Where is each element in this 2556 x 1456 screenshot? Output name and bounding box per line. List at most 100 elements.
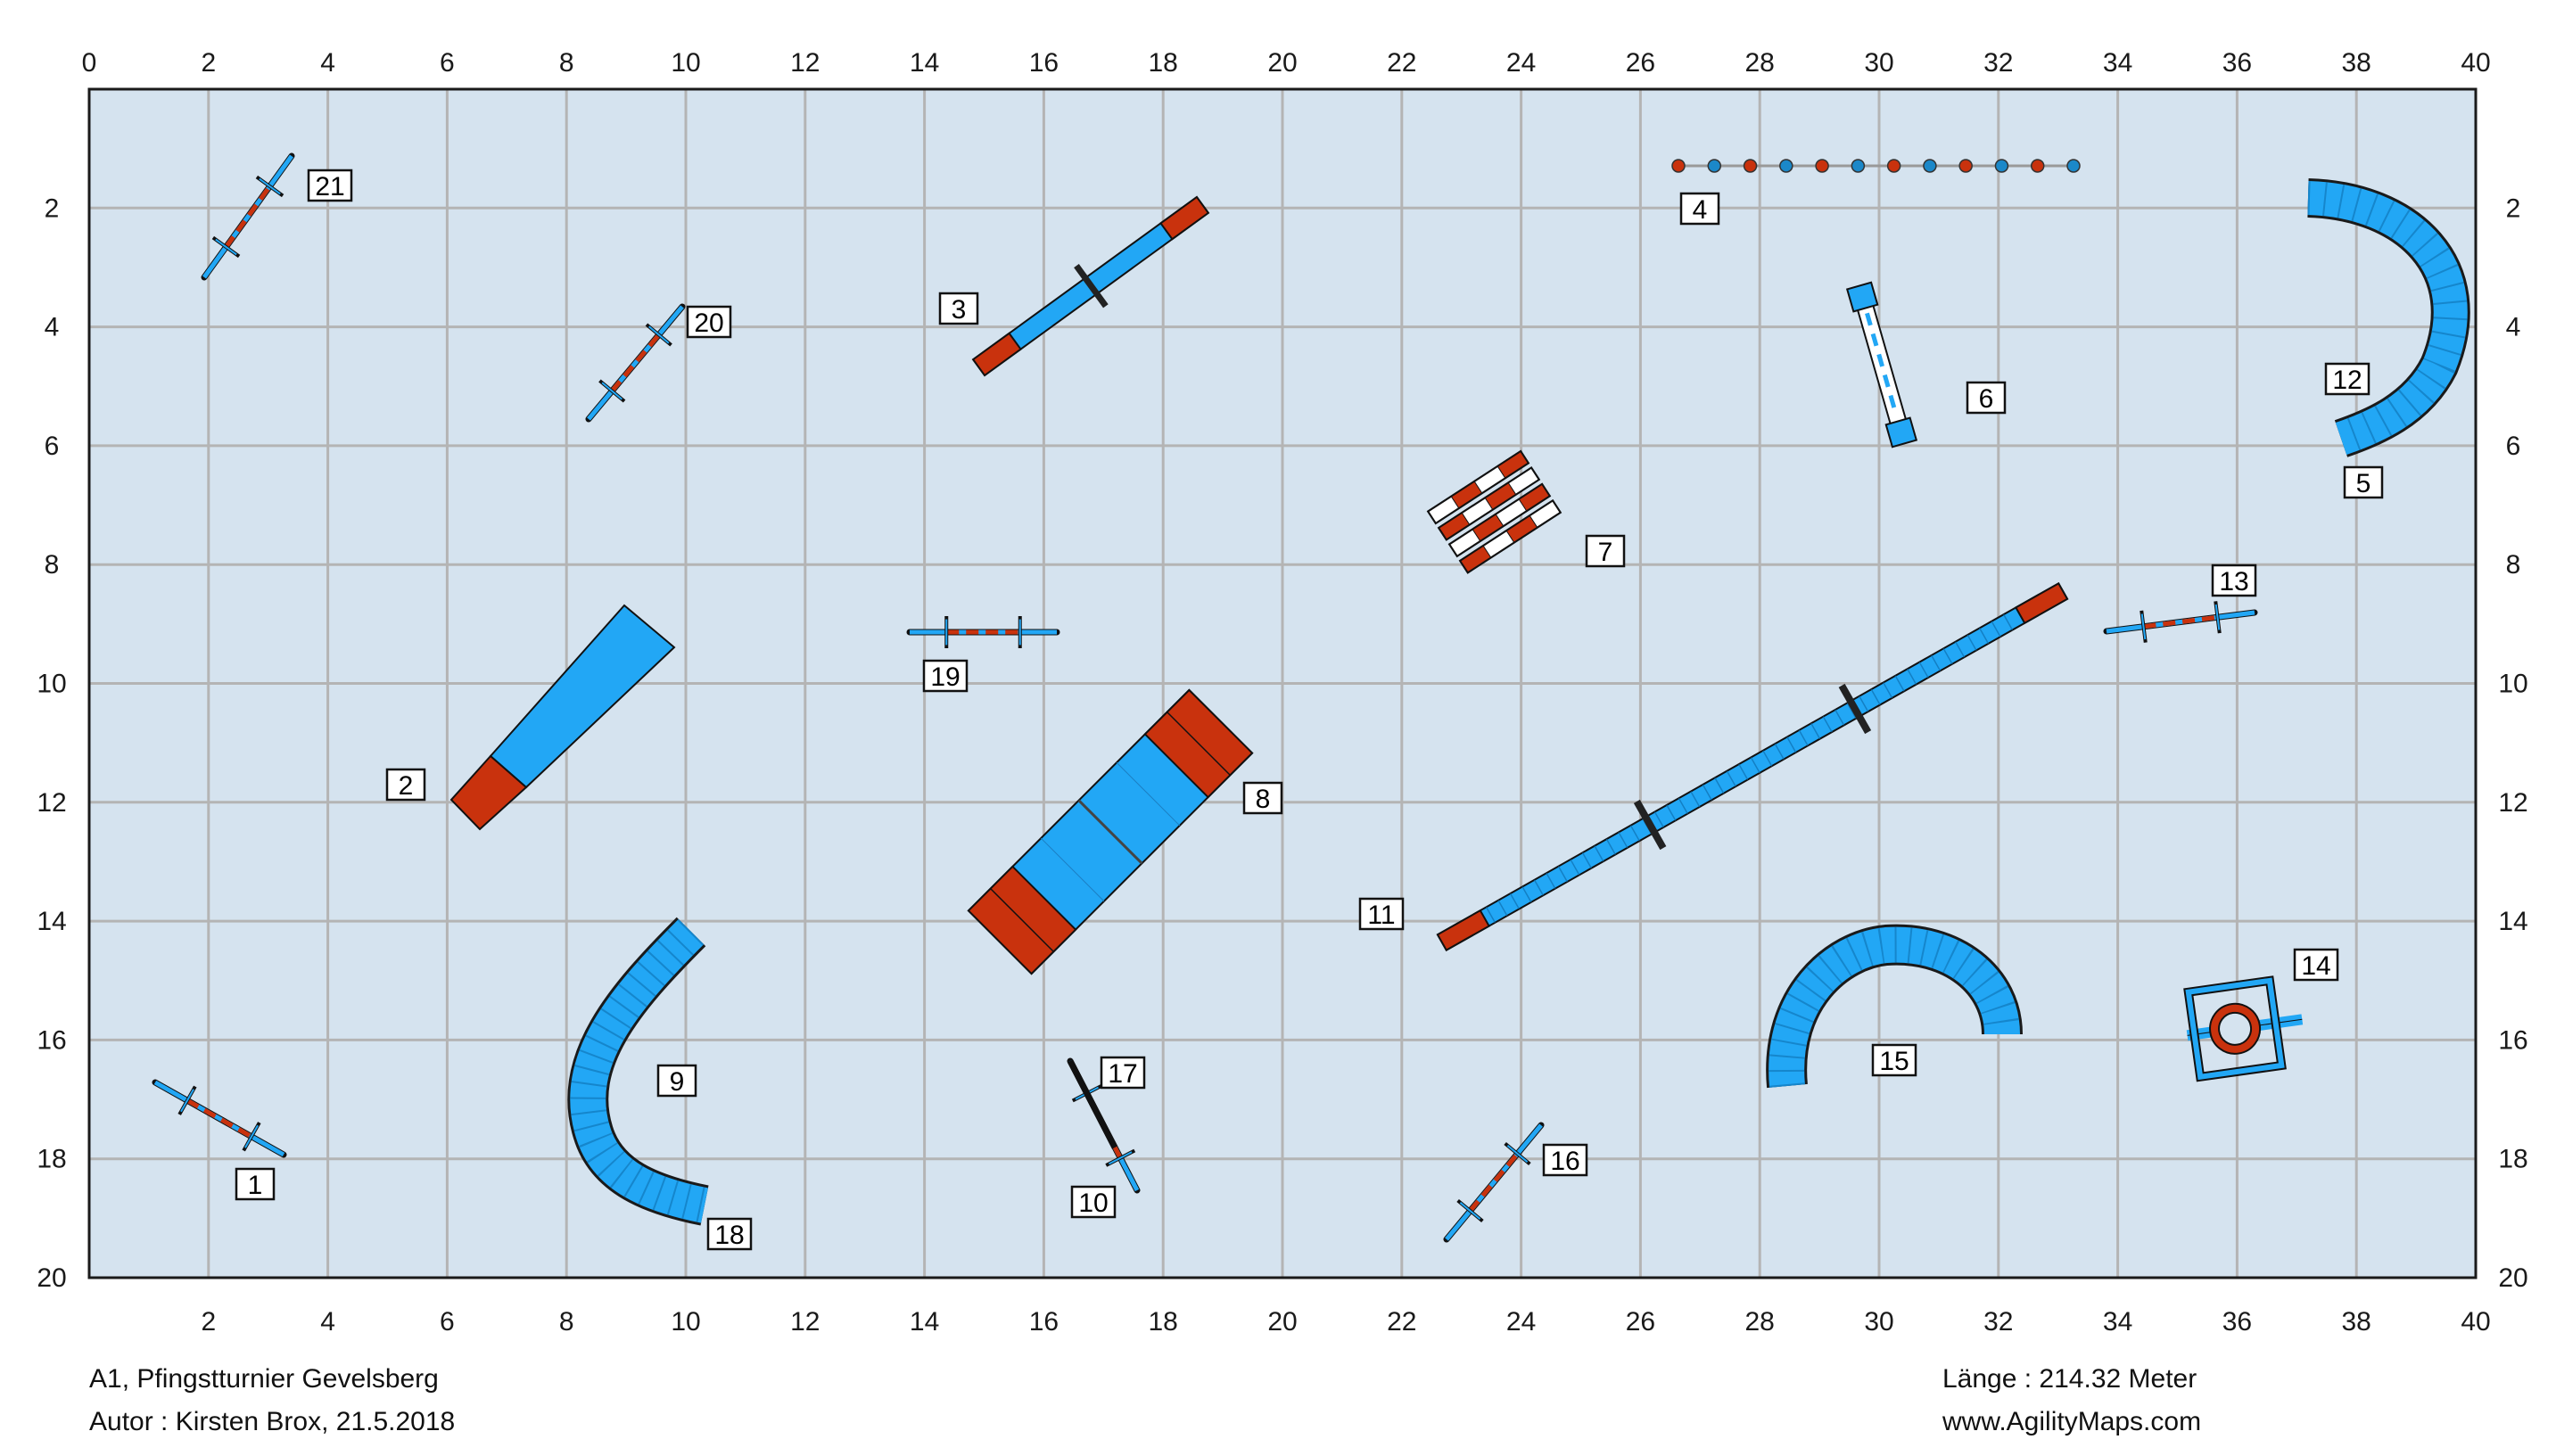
obstacle-number: 20 <box>694 308 723 338</box>
tunnel-obstacle-5-12 <box>2306 178 2470 457</box>
bottom-tick-label: 20 <box>1267 1307 1297 1337</box>
obstacle-number: 9 <box>670 1067 685 1097</box>
weave-pole <box>1886 159 1901 173</box>
obstacle-label-1: 1 <box>235 1167 276 1201</box>
bottom-tick-label: 32 <box>1983 1307 2013 1337</box>
right-tick-label: 4 <box>2506 313 2521 342</box>
weave-pole <box>1994 159 2009 173</box>
grid-lines <box>89 89 2476 1278</box>
hurdle-21 <box>201 152 295 281</box>
bottom-tick-label: 16 <box>1029 1307 1059 1337</box>
right-tick-label: 16 <box>2498 1025 2527 1055</box>
obstacle-label-4: 4 <box>1679 192 1720 226</box>
top-tick-label: 4 <box>320 48 335 78</box>
weave-pole <box>1851 159 1866 173</box>
obstacle-label-15: 15 <box>1871 1043 1917 1077</box>
left-tick-label: 16 <box>37 1025 66 1055</box>
top-axis: 0 2 4 6 8 10 12 14 16 18 20 22 24 26 28 30 32 34 36 38 40 <box>82 48 2491 78</box>
obstacle-number: 17 <box>1108 1059 1137 1089</box>
obstacle-number: 1 <box>248 1171 263 1200</box>
right-tick-label: 10 <box>2498 670 2527 699</box>
bottom-tick-label: 24 <box>1506 1307 1536 1337</box>
obstacle-number: 6 <box>1979 384 1994 414</box>
weave-pole <box>1743 159 1758 173</box>
bottom-tick-label: 36 <box>2222 1307 2252 1337</box>
obstacle-number: 10 <box>1078 1189 1108 1218</box>
bottom-tick-label: 26 <box>1626 1307 1655 1337</box>
course-length: Länge : 214.32 Meter <box>1942 1364 2197 1394</box>
tyre-obstacle <box>2183 975 2304 1082</box>
right-tick-label: 6 <box>2506 432 2521 461</box>
left-tick-label: 4 <box>45 313 60 342</box>
bottom-tick-label: 10 <box>671 1307 700 1337</box>
top-tick-label: 24 <box>1506 48 1536 78</box>
bottom-tick-label: 12 <box>790 1307 820 1337</box>
obstacle-number: 12 <box>2332 366 2362 395</box>
obstacle-label-2: 2 <box>385 768 426 802</box>
top-tick-label: 10 <box>671 48 700 78</box>
top-tick-label: 40 <box>2461 48 2490 78</box>
wall-obstacle <box>1426 449 1562 574</box>
bottom-tick-label: 18 <box>1149 1307 1178 1337</box>
top-tick-label: 34 <box>2103 48 2132 78</box>
course-website: www.AgilityMaps.com <box>1942 1407 2202 1436</box>
bottom-tick-label: 8 <box>559 1307 574 1337</box>
bottom-tick-label: 28 <box>1745 1307 1775 1337</box>
bottom-axis: 2 4 6 8 10 12 14 16 18 20 22 24 26 28 30 32 34 36 38 40 <box>201 1307 2490 1337</box>
course-author: Autor : Kirsten Brox, 21.5.2018 <box>89 1407 456 1436</box>
obstacle-number: 19 <box>930 662 960 692</box>
right-axis: 2 4 6 8 10 12 14 16 18 20 <box>2498 193 2527 1293</box>
right-tick-label: 2 <box>2506 193 2521 223</box>
hurdles <box>152 152 2258 1243</box>
weave-pole <box>1707 159 1722 173</box>
obstacle-number: 14 <box>2301 951 2330 981</box>
bottom-tick-label: 38 <box>2342 1307 2371 1337</box>
obstacle-label-3: 3 <box>938 292 979 325</box>
obstacle-number: 13 <box>2219 567 2248 596</box>
seesaw-obstacle <box>971 195 1210 377</box>
weave-pole <box>1779 159 1793 173</box>
obstacle-label-5: 5 <box>2343 465 2384 499</box>
weave-pole <box>2066 159 2081 173</box>
obstacle-label-9: 9 <box>656 1064 697 1098</box>
top-tick-label: 18 <box>1149 48 1178 78</box>
top-tick-label: 0 <box>82 48 97 78</box>
left-axis: 2 4 6 8 10 12 14 16 18 20 <box>37 193 66 1293</box>
left-tick-label: 18 <box>37 1145 66 1174</box>
bottom-tick-label: 34 <box>2103 1307 2132 1337</box>
course-title: A1, Pfingstturnier Gevelsberg <box>89 1364 439 1394</box>
obstacle-label-17: 17 <box>1100 1056 1146 1090</box>
obstacle-label-12: 12 <box>2324 362 2370 396</box>
top-tick-label: 12 <box>790 48 820 78</box>
weave-pole <box>1923 159 1937 173</box>
weave-pole <box>1815 159 1829 173</box>
top-tick-label: 22 <box>1387 48 1416 78</box>
obstacle-number: 2 <box>399 771 414 801</box>
weave-pole <box>2030 159 2045 173</box>
obstacle-label-13: 13 <box>2211 563 2257 597</box>
obstacle-label-21: 21 <box>307 169 353 202</box>
obstacle-label-19: 19 <box>922 659 969 693</box>
weave-pole <box>1958 159 1973 173</box>
top-tick-label: 16 <box>1029 48 1059 78</box>
top-tick-label: 30 <box>1864 48 1893 78</box>
a-frame-obstacle <box>967 688 1254 975</box>
bottom-tick-label: 6 <box>440 1307 455 1337</box>
top-tick-label: 32 <box>1983 48 2013 78</box>
left-tick-label: 20 <box>37 1263 66 1293</box>
bottom-tick-label: 4 <box>320 1307 335 1337</box>
bottom-tick-label: 14 <box>910 1307 939 1337</box>
obstacle-label-18: 18 <box>706 1217 753 1251</box>
obstacle-number: 18 <box>714 1221 744 1250</box>
hurdle-16 <box>1443 1122 1545 1243</box>
right-tick-label: 12 <box>2498 788 2527 818</box>
obstacle-number: 7 <box>1598 538 1613 567</box>
top-tick-label: 8 <box>559 48 574 78</box>
obstacle-number: 16 <box>1550 1147 1579 1176</box>
hurdle-1 <box>152 1079 287 1158</box>
obstacle-label-16: 16 <box>1542 1143 1588 1177</box>
obstacle-number: 4 <box>1693 195 1708 225</box>
obstacle-number: 21 <box>315 172 344 202</box>
bottom-tick-label: 2 <box>201 1307 216 1337</box>
